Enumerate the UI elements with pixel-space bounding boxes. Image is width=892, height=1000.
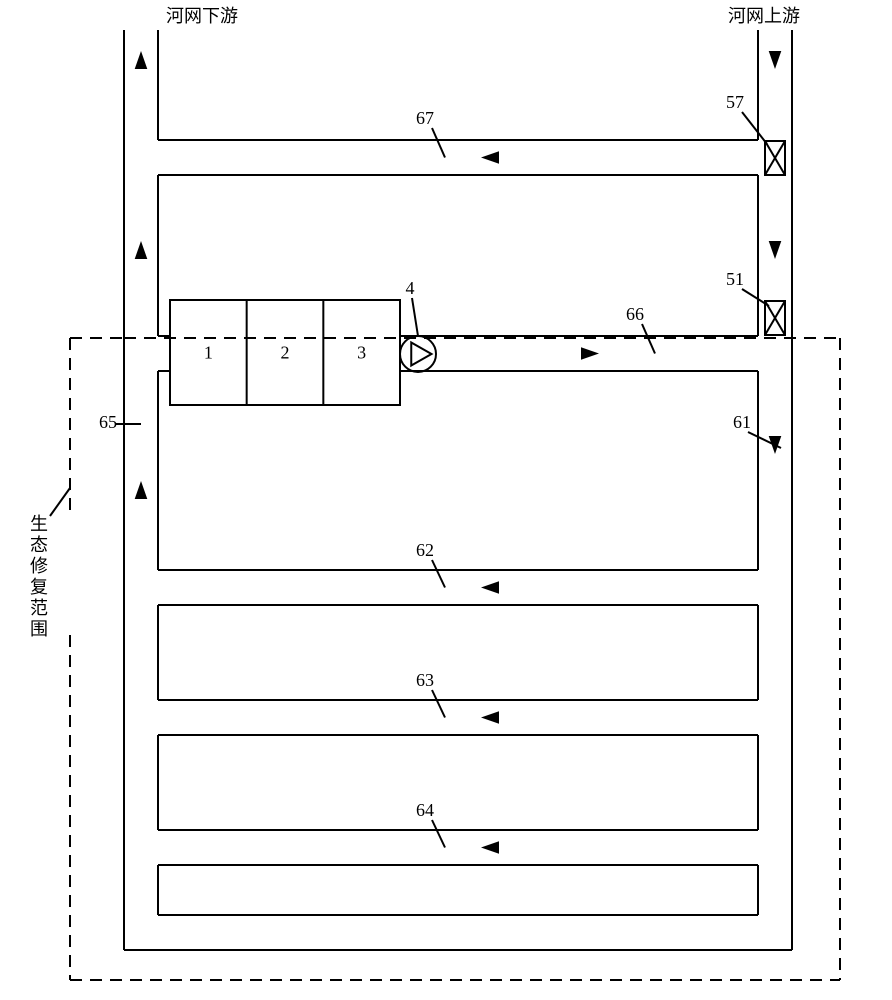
svg-text:62: 62: [416, 540, 434, 560]
svg-text:4: 4: [406, 278, 415, 298]
svg-text:63: 63: [416, 670, 434, 690]
svg-text:围: 围: [30, 619, 48, 639]
svg-text:1: 1: [204, 343, 213, 363]
svg-text:生: 生: [30, 514, 48, 534]
svg-text:范: 范: [30, 598, 48, 618]
svg-text:61: 61: [733, 412, 751, 432]
svg-text:65: 65: [99, 412, 117, 432]
svg-text:2: 2: [281, 343, 290, 363]
svg-text:修: 修: [30, 556, 48, 576]
svg-text:51: 51: [726, 269, 744, 289]
svg-text:66: 66: [626, 304, 644, 324]
svg-text:67: 67: [416, 108, 434, 128]
svg-text:57: 57: [726, 92, 744, 112]
svg-text:复: 复: [30, 577, 48, 597]
svg-text:3: 3: [357, 343, 366, 363]
svg-text:态: 态: [30, 535, 48, 555]
label-downstream: 河网下游: [166, 6, 238, 26]
label-upstream: 河网上游: [728, 6, 800, 26]
svg-text:64: 64: [416, 800, 434, 820]
